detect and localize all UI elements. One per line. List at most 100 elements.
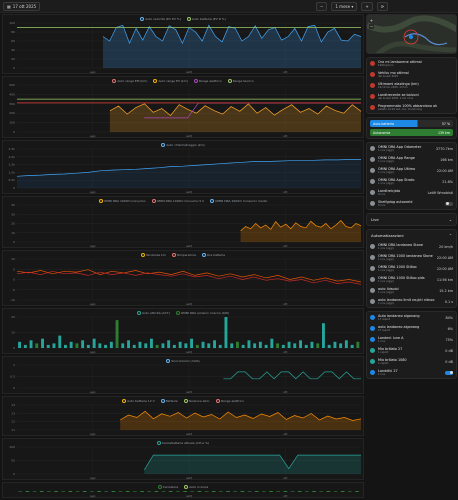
list-item[interactable]: Mio brillato 1080 1 report 0 dB: [367, 356, 456, 367]
chart-plot[interactable]: 2.5k 2.0k 1.5k 1.0k 0.5k 0 ago sett ott: [3, 141, 365, 195]
list-item[interactable]: Ultimami alaxlingo (km) 19:10 lun 2025, 1…: [367, 80, 456, 91]
list-item[interactable]: OMNI DRA App Range 1 nov (oggi) 166 km: [367, 154, 456, 165]
chart-panel-2[interactable]: Auto range EM (km) Auto range EV (km) Rang…: [2, 76, 364, 138]
list-item[interactable]: OMNI DRA 1000 Stilloo plds 1 nov (oggi) 11…: [367, 274, 456, 285]
item-title: OMNI DRA App Ultimo: [378, 167, 416, 171]
list-item[interactable]: OMNI DRA App Strato 1 nov (oggi) 21.8%: [367, 176, 456, 187]
chart-panel-7[interactable]: Sincronismo (mVA) 1 0.5 0 ago sett ott: [2, 356, 364, 394]
map-card[interactable]: + −: [366, 14, 457, 54]
list-item[interactable]: Landtreicjato 0 nov Latifi Wmobisti: [367, 187, 456, 198]
chart-plot[interactable]: 100 50 0 ago sett ott: [3, 439, 365, 481]
list-item[interactable]: OMNI DRA landaneo Stone 1 nov (oggi) 20 km…: [367, 241, 456, 252]
bar: [310, 341, 314, 348]
item-value: 15.2 km: [439, 288, 453, 293]
chart-panel-4[interactable]: OMNI DRA 1000m Consumo OMNI DRA 1000m Con…: [2, 196, 364, 248]
item-title: Ultimami alaxlingo (km): [378, 82, 419, 86]
list-item[interactable]: auto landaneo limit roujcti nitnoo 1 nov …: [367, 296, 456, 307]
legend-item[interactable]: Sincronismo (mVA): [166, 359, 200, 363]
chart-panel-6[interactable]: Auto attività (ACT) OMNI DRA emisión rica…: [2, 308, 364, 354]
item-subtitle: 1 nov (oggi): [378, 149, 394, 152]
legend-item[interactable]: Tensione alim.: [183, 399, 210, 403]
list-item[interactable]: auto landaneo algonang 17 report 6%: [367, 323, 456, 334]
legend-item[interactable]: Auto ricarica: [184, 485, 208, 489]
stats-card: OMNI DRA App Odometer 1 nov (oggi) 3770.7k…: [366, 142, 457, 210]
legend-item[interactable]: Ora batteria: [201, 253, 225, 257]
legend-item[interactable]: Temperatura: [171, 253, 196, 257]
zoom-out-button[interactable]: −: [316, 2, 328, 11]
toggle-switch[interactable]: [445, 370, 453, 375]
legend-item[interactable]: Range elettrico: [216, 399, 244, 403]
chart-panel-9[interactable]: Caricabatteria attuale (CH-A %) 100 50 0 ago…: [2, 438, 364, 480]
legend-item[interactable]: OMNI DRA emisión ricarica (KW): [175, 311, 229, 315]
chart-panel-1[interactable]: Auto velocità (EC EV %) Auto batteria (EV…: [2, 14, 364, 74]
legend-item[interactable]: Auto velocità (EC EV %): [140, 17, 181, 21]
level-bar[interactable]: Auto batteria 57 %: [370, 120, 453, 127]
legend-item[interactable]: Auto chilometraggio (km): [161, 143, 205, 147]
list-item[interactable]: Ora mi lamborene ottimal 1999 giorno: [367, 58, 456, 69]
chart-plot[interactable]: ago sett ott: [3, 483, 365, 499]
bar: [32, 491, 37, 492]
map-zoom-in-button[interactable]: +: [369, 18, 374, 23]
bar: [161, 491, 166, 492]
date-picker-button[interactable]: ▦ 17 ott 2025: [3, 2, 41, 11]
bar: [333, 491, 338, 492]
legend-item[interactable]: Caricatore: [157, 485, 178, 489]
list-item[interactable]: auto lidsoiol 1 nov (oggi) 15.2 km: [367, 285, 456, 296]
list-item[interactable]: Mio brillato 27 1 report 0 dB: [367, 345, 456, 356]
chart-panel-10[interactable]: Caricatore Auto ricarica ago sett ott: [2, 482, 364, 498]
legend-item[interactable]: Caricabatteria attuale (CH-A %): [156, 441, 209, 445]
legend-item[interactable]: Range teorico: [227, 79, 254, 83]
list-item[interactable]: Programmato 100% abbandono ok sabato 14:1…: [367, 102, 456, 113]
legend-item[interactable]: Auto range EM (km): [112, 79, 147, 83]
bar: [290, 491, 295, 492]
range-selector[interactable]: 1 mese ▾: [331, 2, 358, 11]
y-tick-label: 500: [9, 83, 15, 87]
list-item[interactable]: OMNI DRA 1000 Stilloo 1 nov (oggi) 22:00 A…: [367, 263, 456, 274]
legend-item[interactable]: OMNI DRA 1000m Consumo: [98, 199, 146, 203]
list-item[interactable]: Landdiki 27 1 nov: [367, 367, 456, 378]
chart-plot[interactable]: 40 30 20 10 0 ago sett ott: [3, 197, 365, 249]
chart-plot[interactable]: 1 0.5 0 ago sett ott: [3, 357, 365, 395]
chart-plot[interactable]: 500 400 300 200 100 0 ago sett ott: [3, 77, 365, 139]
chart-plot[interactable]: 14 13 12 11 ago sett ott: [3, 397, 365, 437]
legend-item[interactable]: OMNI DRA 1000m Consumo 5 h: [151, 199, 204, 203]
bar: [127, 340, 130, 349]
y-tick-label: 0: [13, 346, 15, 350]
map-view[interactable]: [367, 15, 457, 54]
bar: [211, 491, 216, 492]
legend-item[interactable]: Range elettrico: [193, 79, 222, 83]
zoom-in-button[interactable]: +: [361, 2, 373, 11]
map-zoom-out-button[interactable]: −: [369, 24, 374, 29]
list-item[interactable]: Landtrecente se balconi dal lunedì 2025, …: [367, 91, 456, 102]
legend-item[interactable]: Batteria: [160, 399, 178, 403]
legend-item[interactable]: OMNI DRA 1000m Consumo medio: [210, 199, 267, 203]
list-item[interactable]: OMNI DRA App Odometer 1 nov (oggi) 3770.7k…: [367, 143, 456, 154]
list-item[interactable]: Shelfgdag autooreid 0 nov: [367, 198, 456, 209]
x-tick-label: ago: [90, 70, 96, 74]
bar: [98, 343, 102, 348]
chart-plot[interactable]: 10 5 0 -5 -10 ago sett ott: [3, 251, 365, 307]
legend-item[interactable]: Auto attività (ACT): [136, 311, 170, 315]
list-item[interactable]: OMNI DRA 1000 landaneo Stone 1 nov (oggi)…: [367, 252, 456, 263]
legend-item[interactable]: Auto batteria (EV R %): [186, 17, 226, 21]
legend-item[interactable]: Auto batteria 12 V: [122, 399, 155, 403]
series-line-1: [223, 371, 361, 380]
legend-item[interactable]: Tendenza km: [140, 253, 166, 257]
item-title: Mio brillato 1080: [378, 358, 407, 362]
list-item[interactable]: OMNI DRA App Ultimo 1 nov (oggi) 22:00 AM: [367, 165, 456, 176]
list-item[interactable]: Vehiku mo ottimal dal lunedì 2025: [367, 69, 456, 80]
bar: [190, 338, 193, 348]
level-bar[interactable]: Autonomia 139 km: [370, 129, 453, 136]
list-item[interactable]: Auto landaneo algonang 17 report 84%: [367, 312, 456, 323]
refresh-icon[interactable]: ⟳: [376, 2, 389, 11]
chart-panel-8[interactable]: Auto batteria 12 V Batteria Tensione alim.…: [2, 396, 364, 436]
chart-plot[interactable]: 20 10 0 ago sett ott: [3, 309, 365, 355]
chart-panel-5[interactable]: Tendenza km Temperatura Ora batteria 10 5 0 -5…: [2, 250, 364, 306]
live-section[interactable]: Live ⌄: [366, 213, 457, 226]
chart-plot[interactable]: 100 80 60 40 20 0 ago sett ott: [3, 15, 365, 75]
bar: [25, 491, 30, 492]
legend-item[interactable]: Auto range EV (km): [153, 79, 188, 83]
chart-panel-3[interactable]: Auto chilometraggio (km) 2.5k 2.0k 1.5k 1.0k…: [2, 140, 364, 194]
toggle-switch[interactable]: [445, 201, 453, 206]
